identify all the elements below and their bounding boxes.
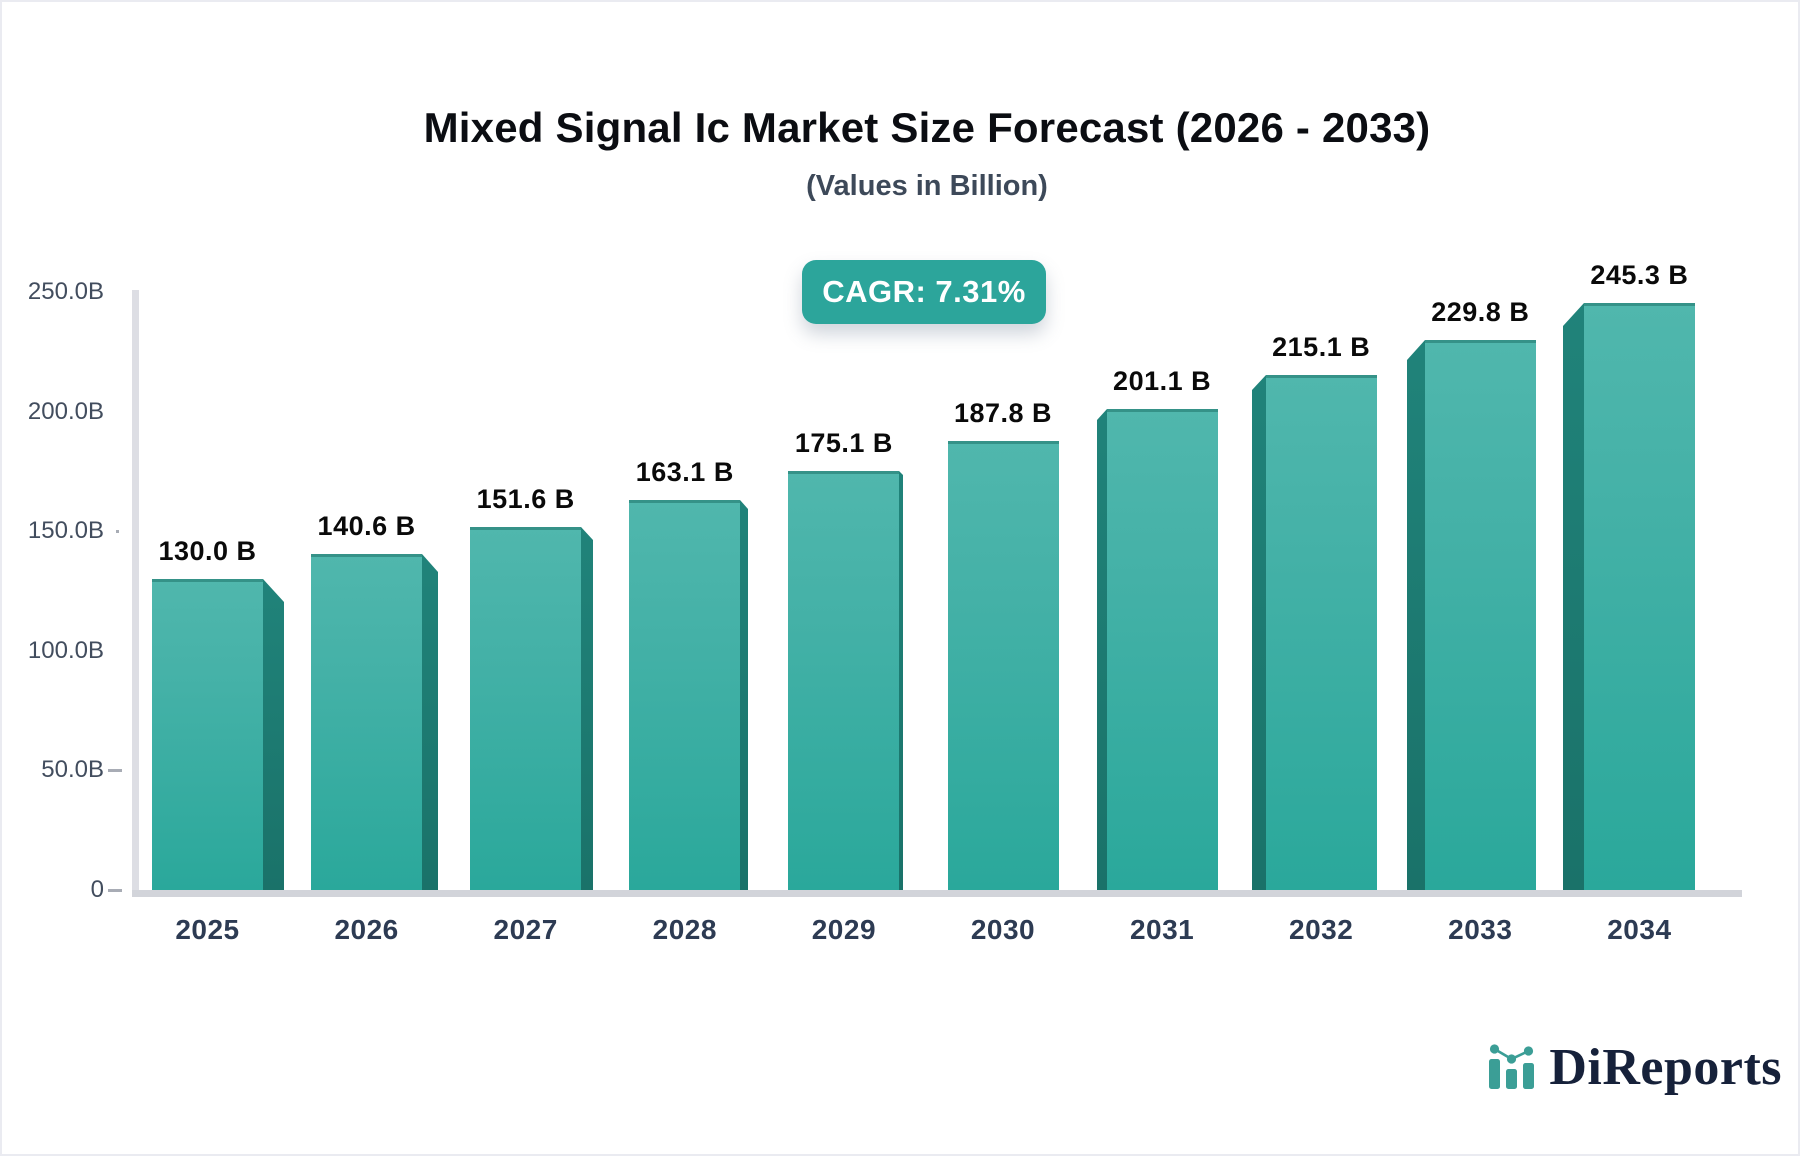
bar-value-label: 201.1 B <box>1113 366 1212 396</box>
chart-subtitle: (Values in Billion) <box>806 170 1048 202</box>
y-axis-label: 250.0B <box>27 278 104 305</box>
x-axis-label: 2028 <box>652 914 717 945</box>
y-axis-label: 50.0B <box>41 756 104 784</box>
chart-title: Mixed Signal Ic Market Size Forecast (20… <box>423 104 1431 151</box>
bar <box>629 500 740 890</box>
x-axis-label: 2030 <box>970 914 1036 945</box>
x-axis-label: 2032 <box>1289 914 1354 945</box>
bar-3d-side <box>1252 375 1266 890</box>
bar-value-label: 215.1 B <box>1272 332 1371 362</box>
brand-logo: DiReports <box>1489 1038 1782 1098</box>
y-axis-tick <box>108 769 122 773</box>
bar-value-label: 130.0 B <box>158 536 257 566</box>
x-axis-label: 2029 <box>811 914 877 945</box>
bar-value-label: 151.6 B <box>476 484 575 514</box>
bar-3d-side <box>1097 409 1107 890</box>
bar-value-label: 163.1 B <box>635 457 734 487</box>
bar-3d-side <box>899 471 903 890</box>
bar <box>1266 375 1377 890</box>
bar-3d-side <box>1563 303 1584 890</box>
bar <box>1425 340 1536 890</box>
y-axis-label: 200.0B <box>27 397 104 425</box>
bar <box>788 471 899 890</box>
x-axis-label: 2026 <box>334 914 399 945</box>
y-axis-label: 0 <box>90 876 104 903</box>
x-axis-label: 2033 <box>1448 914 1513 945</box>
bar-value-label: 140.6 B <box>317 511 416 541</box>
bar <box>1584 303 1695 890</box>
bar <box>1107 409 1218 890</box>
bar-3d-side <box>263 579 284 890</box>
x-axis-baseline <box>132 890 1742 897</box>
x-axis-label: 2034 <box>1607 914 1672 945</box>
bar <box>152 579 263 890</box>
x-axis-label: 2027 <box>493 914 558 945</box>
cagr-badge: CAGR: 7.31% <box>802 260 1046 324</box>
bar <box>311 554 422 890</box>
bar-value-label: 175.1 B <box>794 428 893 458</box>
y-axis-label: 100.0B <box>27 636 104 664</box>
bar <box>470 527 581 890</box>
bar-value-label: 245.3 B <box>1590 260 1689 290</box>
y-axis-tick <box>116 530 119 534</box>
y-axis-label: 150.0B <box>27 517 104 545</box>
bar-value-label: 187.8 B <box>953 398 1053 428</box>
y-axis-line <box>132 290 139 897</box>
y-axis-tick <box>108 889 122 892</box>
bar-3d-side <box>740 500 748 890</box>
bar-3d-side <box>422 554 438 890</box>
bar-value-label: 229.8 B <box>1431 297 1530 327</box>
bar <box>948 441 1059 890</box>
bar-3d-side <box>1407 340 1425 890</box>
x-axis-label: 2031 <box>1129 914 1195 945</box>
brand-logo-text: DiReports <box>1549 1039 1782 1096</box>
x-axis-label: 2025 <box>175 914 240 945</box>
bar-3d-side <box>581 527 593 890</box>
bar-line-chart-icon <box>1489 1044 1535 1089</box>
